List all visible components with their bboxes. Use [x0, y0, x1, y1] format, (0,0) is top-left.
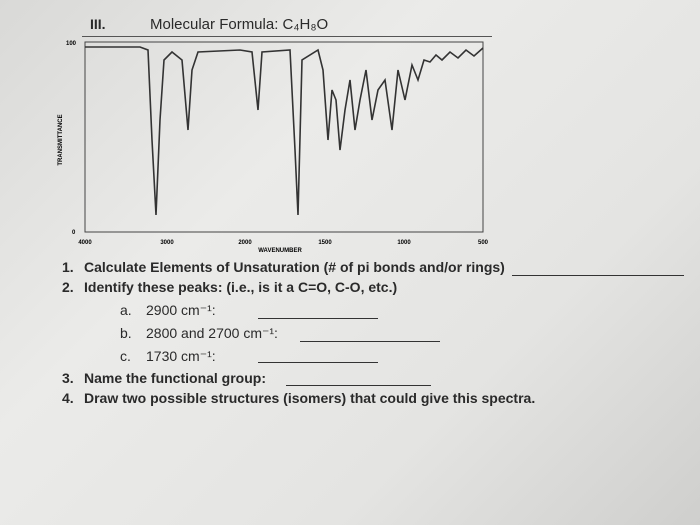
x-label: 500	[478, 240, 489, 246]
x-label: 1000	[397, 240, 411, 246]
y-title: TRANSMITTANCE	[58, 114, 64, 165]
question-number: 2.	[62, 279, 74, 295]
y-label: 100	[66, 41, 77, 47]
answer-line	[258, 318, 378, 319]
question-text: Draw two possible structures (isomers) t…	[84, 390, 536, 406]
header-rule	[82, 36, 492, 37]
answer-line	[512, 275, 684, 276]
y-label: 0	[72, 230, 76, 236]
x-label: 1500	[318, 240, 332, 246]
item-letter: a.	[120, 302, 132, 318]
spectrum-trace	[85, 46, 484, 216]
plot-frame	[84, 41, 484, 233]
question-number: 3.	[62, 370, 74, 386]
item-letter: c.	[120, 348, 131, 364]
question-text: Identify these peaks: (i.e., is it a C=O…	[84, 279, 398, 295]
item-text: 2900 cm⁻¹:	[146, 302, 216, 318]
item-letter: b.	[120, 325, 132, 341]
question-number: 4.	[62, 390, 74, 406]
x-label: 2000	[238, 240, 252, 246]
x-label: 3000	[160, 240, 174, 246]
item-text: 1730 cm⁻¹:	[146, 348, 216, 364]
section-title: Molecular Formula: C₄H₈O	[150, 16, 329, 33]
x-label: 4000	[78, 240, 92, 246]
question-text: Name the functional group:	[84, 370, 266, 386]
answer-line	[258, 362, 378, 363]
answer-line	[300, 341, 440, 342]
question-number: 1.	[62, 259, 74, 275]
question-text: Calculate Elements of Unsaturation (# of…	[84, 259, 505, 275]
answer-line	[286, 385, 431, 386]
x-title: WAVENUMBER	[258, 248, 302, 254]
section-number: III.	[90, 16, 106, 32]
item-text: 2800 and 2700 cm⁻¹:	[146, 325, 278, 341]
